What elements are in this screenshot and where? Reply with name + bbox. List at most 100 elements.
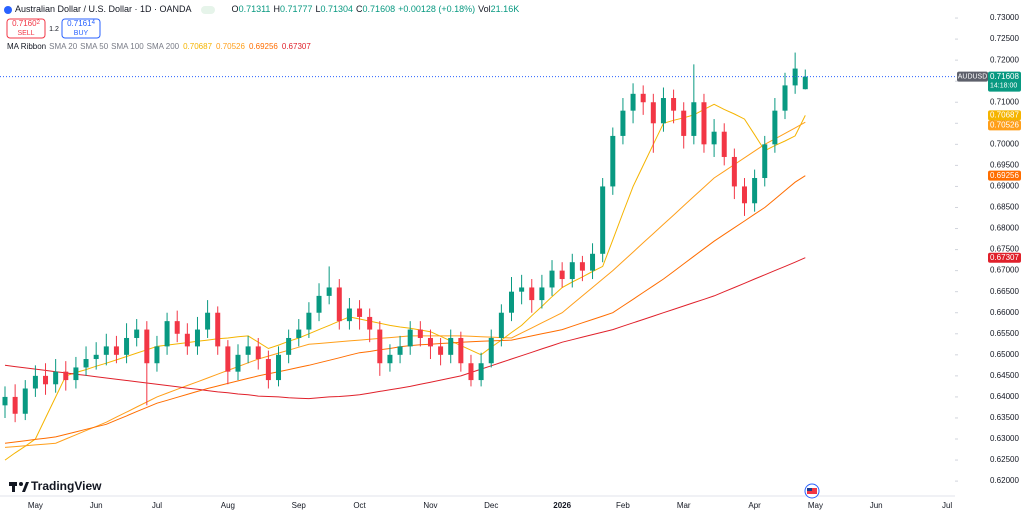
flag[interactable]: [807, 488, 812, 491]
candle-body: [164, 321, 170, 347]
candle-body: [590, 253, 596, 271]
y-tick-label: 0.64500: [990, 371, 1019, 380]
candle-body: [103, 346, 109, 355]
legend-title: MA Ribbon: [7, 42, 46, 51]
ohlc-key: L: [315, 4, 320, 14]
x-tick-label: Jul: [152, 501, 162, 510]
header-line: Australian Dollar / U.S. Dollar · 1D · O…: [15, 4, 519, 14]
candle-body: [711, 131, 717, 145]
buy-price-main[interactable]: 0.7161: [67, 19, 92, 28]
candle-body: [286, 337, 292, 355]
symbol-badge: AUDUSD: [958, 73, 988, 80]
candle-body: [772, 110, 778, 145]
ma-badge-box: [988, 120, 1021, 131]
symbol-badge-box: [957, 71, 988, 82]
y-tick-label: 0.66500: [990, 287, 1019, 296]
buy-label[interactable]: BUY: [74, 30, 89, 37]
candle-body: [519, 287, 525, 292]
sell-label[interactable]: SELL: [17, 30, 34, 37]
y-tick-label: 0.73000: [990, 13, 1019, 22]
x-tick-label: Dec: [484, 501, 498, 510]
sell-button[interactable]: 0.71602 SELL: [6, 18, 46, 39]
sell-box[interactable]: [6, 18, 46, 39]
legend-value: 0.70526: [216, 42, 245, 51]
candle-body: [73, 367, 79, 381]
legend-entry: SMA 50: [80, 42, 109, 51]
y-tick-label: 0.68500: [990, 203, 1019, 212]
candle-body: [296, 329, 302, 338]
plot: 0.62000 0.62500 0.63000 0.63500 0.64000 0.645…: [0, 13, 1021, 510]
ma-badge-box: [988, 110, 1021, 121]
legend-entry: SMA 200: [147, 42, 180, 51]
ma-badge: 0.67307: [990, 253, 1019, 262]
y-tick-label: 0.67000: [990, 266, 1019, 275]
candle-body: [63, 371, 69, 381]
candle-body: [184, 333, 190, 347]
candle-body: [124, 337, 130, 355]
ohlc-key: O: [232, 4, 239, 14]
candle-body: [640, 93, 646, 103]
candle-body: [802, 76, 808, 90]
x-tick-label: Jun: [90, 501, 103, 510]
y-tick-label: 0.71000: [990, 97, 1019, 106]
logo-mark: [19, 482, 23, 486]
candle-body: [488, 337, 494, 364]
legend-value: 0.67307: [282, 42, 311, 51]
ohlc-value: 0.71311: [239, 4, 271, 14]
logo-mark: [12, 482, 15, 492]
buy-price[interactable]: 0.71614: [67, 19, 95, 28]
ohlc-key: H: [273, 4, 280, 14]
candle-body: [681, 110, 687, 136]
y-tick-label: 0.63500: [990, 413, 1019, 422]
candle-body: [387, 354, 393, 364]
y-tick-label: 0.62000: [990, 476, 1019, 485]
candle-body: [377, 329, 383, 364]
x-tick-label: 2026: [553, 501, 571, 510]
ohlc-key: C: [356, 4, 363, 14]
x-tick-label: Nov: [423, 501, 437, 510]
last-price-box: [988, 71, 1021, 92]
candle-body: [32, 375, 38, 389]
x-tick-label: Mar: [677, 501, 691, 510]
buy-price-small[interactable]: 4: [92, 20, 96, 26]
x-tick-label: Sep: [292, 501, 307, 510]
legend-entry: SMA 20: [49, 42, 78, 51]
ma-line: [4, 121, 806, 448]
candle-body: [113, 346, 119, 355]
legend-value: 0.69256: [249, 42, 278, 51]
candle-body: [306, 312, 312, 330]
candle-body: [357, 308, 363, 317]
candle-body: [559, 270, 565, 280]
spread: 1.2: [49, 26, 59, 33]
ma-badge: 0.70526: [990, 121, 1019, 130]
flag-icon[interactable]: [804, 483, 820, 499]
candle-body: [265, 359, 271, 381]
sell-price-main[interactable]: 0.7160: [12, 19, 37, 28]
buy-box[interactable]: [61, 18, 101, 39]
y-tick-label: 0.65500: [990, 329, 1019, 338]
candle-body: [529, 287, 535, 301]
ohlc-value: 0.71777: [280, 4, 313, 14]
candle-body: [154, 346, 160, 364]
legend-value: 0.70687: [183, 42, 212, 51]
candle-body: [53, 371, 59, 385]
candle-body: [468, 363, 474, 381]
candle-body: [478, 363, 484, 381]
x-tick-label: May: [28, 501, 43, 510]
y-tick-label: 0.64000: [990, 392, 1019, 401]
sell-price[interactable]: 0.71602: [12, 19, 40, 28]
candle-body: [731, 156, 737, 187]
sell-price-small[interactable]: 2: [37, 20, 41, 26]
symbol-icon: [4, 6, 12, 14]
x-tick-label: Apr: [748, 501, 761, 510]
candle-body: [397, 346, 403, 355]
candle-body: [93, 354, 99, 360]
candle-body: [194, 329, 200, 347]
ma-badge-box: [988, 170, 1021, 181]
y-tick-label: 0.72500: [990, 34, 1019, 43]
ma-badge: 0.70687: [990, 111, 1019, 120]
buy-button[interactable]: 0.71614 BUY: [61, 18, 101, 39]
x-tick-label: Aug: [221, 501, 235, 510]
ohlc-value: 0.71304: [321, 4, 354, 14]
